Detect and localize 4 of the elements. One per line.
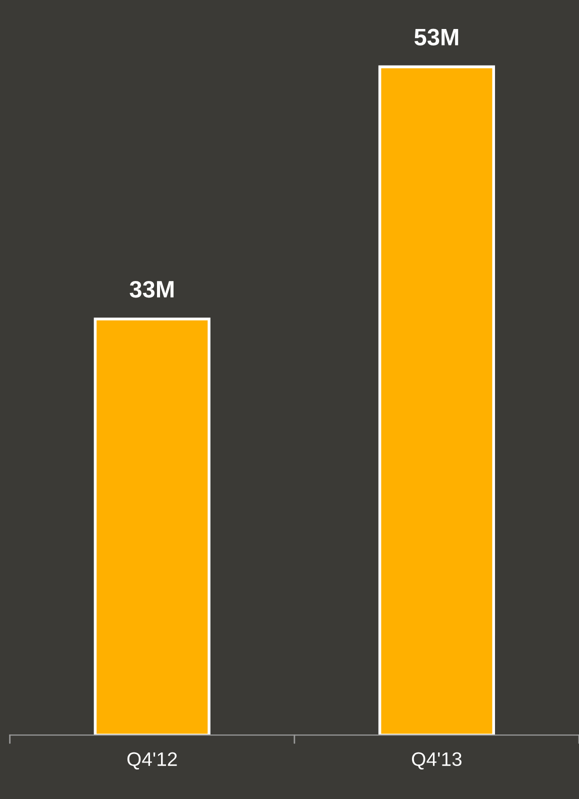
data-label: 33M [130, 280, 174, 298]
data-label: 53M [414, 28, 458, 46]
x-tick-label: Q4'13 [412, 752, 462, 770]
x-tick-label: Q4'12 [127, 752, 177, 770]
